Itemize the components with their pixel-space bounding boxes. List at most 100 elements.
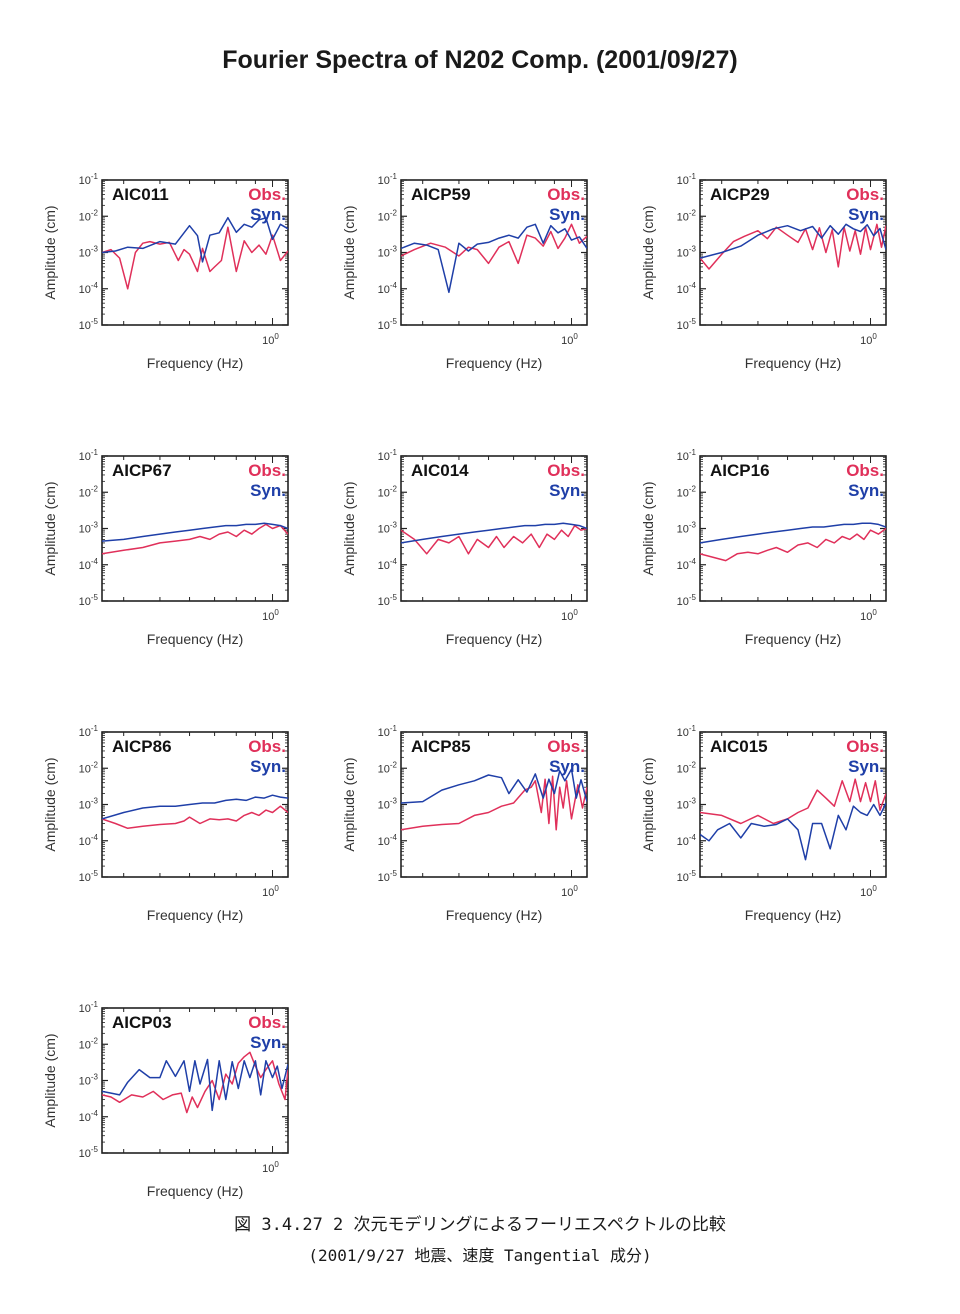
obs-series-line — [401, 223, 587, 265]
legend-syn: Syn. — [848, 757, 884, 776]
x-axis-label: Frequency (Hz) — [446, 907, 542, 923]
y-tick-label: 10-4 — [677, 557, 697, 572]
y-tick-label: 10-4 — [677, 281, 697, 296]
y-tick-label: 10-5 — [378, 593, 398, 608]
y-axis-label: Amplitude (cm) — [341, 757, 357, 851]
y-tick-label: 10-2 — [378, 208, 398, 223]
obs-series-line — [700, 778, 886, 825]
x-axis-label: Frequency (Hz) — [147, 1183, 243, 1199]
x-axis-label: Frequency (Hz) — [745, 355, 841, 371]
y-tick-label: 10-3 — [79, 245, 99, 260]
y-tick-label: 10-5 — [79, 869, 99, 884]
syn-series-line — [401, 223, 587, 294]
y-tick-label: 10-2 — [378, 484, 398, 499]
legend-obs: Obs. — [846, 185, 884, 204]
station-label: AICP59 — [411, 185, 471, 204]
legend-syn: Syn. — [549, 481, 585, 500]
y-axis-label: Amplitude (cm) — [640, 757, 656, 851]
y-tick-label: 10-1 — [378, 448, 398, 463]
y-tick-label: 10-5 — [79, 593, 99, 608]
y-tick-label: 10-2 — [79, 484, 99, 499]
spectrum-chart: 10-1 10-2 10-3 10-4 10-5 100 Frequency (Hz) Amp… — [341, 172, 588, 371]
x-axis-label: Frequency (Hz) — [147, 355, 243, 371]
y-tick-label: 10-5 — [677, 869, 697, 884]
y-tick-label: 10-1 — [677, 172, 697, 187]
station-label: AIC011 — [112, 185, 169, 204]
y-axis-label: Amplitude (cm) — [341, 481, 357, 575]
spectrum-chart: 10-1 10-2 10-3 10-4 10-5 100 Frequency (Hz) Amp… — [42, 724, 289, 923]
y-tick-label: 10-3 — [378, 521, 398, 536]
legend-syn: Syn. — [250, 1033, 286, 1052]
obs-series-line — [401, 524, 587, 555]
x-tick-label: 100 — [561, 884, 578, 899]
y-tick-label: 10-2 — [677, 208, 697, 223]
y-tick-label: 10-5 — [79, 1145, 99, 1160]
y-tick-label: 10-2 — [79, 760, 99, 775]
y-tick-label: 10-2 — [677, 760, 697, 775]
station-label: AIC014 — [411, 461, 469, 480]
syn-series-line — [700, 802, 886, 861]
x-axis-label: Frequency (Hz) — [446, 631, 542, 647]
y-tick-label: 10-4 — [378, 557, 398, 572]
x-tick-label: 100 — [860, 884, 877, 899]
y-tick-label: 10-2 — [79, 208, 99, 223]
y-tick-label: 10-3 — [677, 245, 697, 260]
x-axis-label: Frequency (Hz) — [147, 631, 243, 647]
legend-syn: Syn. — [250, 481, 286, 500]
y-tick-label: 10-3 — [677, 797, 697, 812]
station-label: AICP03 — [112, 1013, 172, 1032]
spectrum-chart: 10-1 10-2 10-3 10-4 10-5 100 Frequency (Hz) Amp… — [640, 724, 887, 923]
y-tick-label: 10-2 — [677, 484, 697, 499]
y-axis-label: Amplitude (cm) — [42, 205, 58, 299]
station-label: AIC015 — [710, 737, 768, 756]
syn-series-line — [401, 768, 587, 804]
syn-series-line — [700, 522, 886, 544]
syn-series-line — [102, 216, 288, 263]
legend-obs: Obs. — [846, 737, 884, 756]
y-tick-label: 10-1 — [677, 448, 697, 463]
y-tick-label: 10-3 — [79, 797, 99, 812]
spectrum-chart: 10-1 10-2 10-3 10-4 10-5 100 Frequency (Hz) Amp… — [42, 448, 289, 647]
x-axis-label: Frequency (Hz) — [745, 907, 841, 923]
syn-series-line — [700, 223, 886, 259]
spectrum-chart: 10-1 10-2 10-3 10-4 10-5 100 Frequency (Hz) Amp… — [341, 724, 588, 923]
x-tick-label: 100 — [860, 608, 877, 623]
y-tick-label: 10-1 — [79, 172, 99, 187]
y-axis-label: Amplitude (cm) — [42, 481, 58, 575]
y-tick-label: 10-4 — [677, 833, 697, 848]
syn-series-line — [401, 522, 587, 544]
station-label: AICP29 — [710, 185, 770, 204]
y-axis-label: Amplitude (cm) — [640, 481, 656, 575]
station-label: AICP67 — [112, 461, 172, 480]
obs-series-line — [102, 226, 288, 290]
x-tick-label: 100 — [262, 608, 279, 623]
y-tick-label: 10-4 — [378, 281, 398, 296]
y-tick-label: 10-1 — [79, 1000, 99, 1015]
legend-obs: Obs. — [248, 737, 286, 756]
y-tick-label: 10-5 — [677, 593, 697, 608]
syn-series-line — [102, 794, 288, 820]
spectrum-chart: 10-1 10-2 10-3 10-4 10-5 100 Frequency (Hz) Amp… — [640, 448, 887, 647]
y-tick-label: 10-3 — [79, 1073, 99, 1088]
y-tick-label: 10-4 — [79, 1109, 99, 1124]
y-axis-label: Amplitude (cm) — [341, 205, 357, 299]
page-title: Fourier Spectra of N202 Comp. (2001/09/2… — [222, 46, 738, 74]
figure-caption: 図 3.4.27 2 次元モデリングによるフーリエスペクトルの比較 — [234, 1215, 726, 1235]
y-tick-label: 10-5 — [378, 869, 398, 884]
y-axis-label: Amplitude (cm) — [42, 757, 58, 851]
spectrum-chart: 10-1 10-2 10-3 10-4 10-5 100 Frequency (Hz) Amp… — [42, 1000, 289, 1199]
spectrum-chart: 10-1 10-2 10-3 10-4 10-5 100 Frequency (Hz) Amp… — [341, 448, 588, 647]
y-tick-label: 10-4 — [79, 281, 99, 296]
obs-series-line — [102, 805, 288, 830]
station-label: AICP85 — [411, 737, 471, 756]
x-axis-label: Frequency (Hz) — [446, 355, 542, 371]
spectrum-chart: 10-1 10-2 10-3 10-4 10-5 100 Frequency (Hz) Amp… — [42, 172, 289, 371]
legend-syn: Syn. — [848, 481, 884, 500]
y-tick-label: 10-2 — [378, 760, 398, 775]
station-label: AICP16 — [710, 461, 770, 480]
obs-series-line — [102, 523, 288, 555]
y-tick-label: 10-4 — [378, 833, 398, 848]
spectrum-chart: 10-1 10-2 10-3 10-4 10-5 100 Frequency (Hz) Amp… — [640, 172, 887, 371]
legend-syn: Syn. — [549, 757, 585, 776]
